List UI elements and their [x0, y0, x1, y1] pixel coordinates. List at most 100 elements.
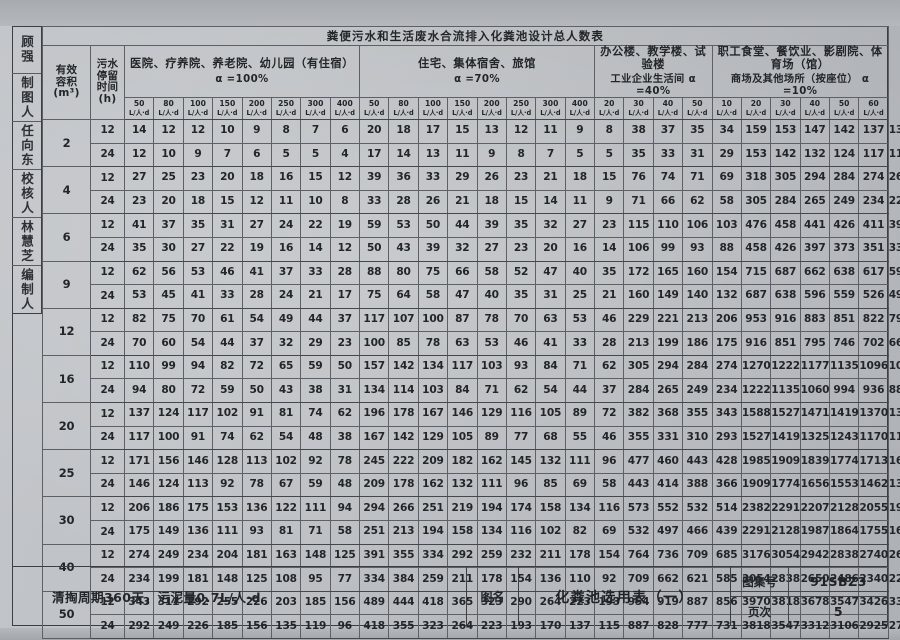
cell-population: 234 — [182, 543, 214, 569]
cell-population: 103 — [711, 213, 742, 238]
cell-population: 167 — [417, 402, 449, 427]
cell-population: 22 — [212, 236, 243, 262]
cell-population: 24 — [270, 284, 302, 309]
cell-population: 154 — [711, 260, 742, 286]
cell-population: 1987 — [799, 520, 831, 545]
cell-population: 2942 — [799, 543, 831, 569]
cell-population: 35 — [505, 284, 537, 309]
unit-value: 100 — [190, 99, 206, 108]
cell-population: 458 — [770, 213, 801, 238]
cell-population: 1713 — [858, 449, 889, 474]
cell-population: 343 — [123, 590, 155, 616]
cell-population: 69 — [593, 520, 625, 545]
cell-population: 209 — [417, 449, 449, 474]
cell-population: 124 — [153, 402, 184, 427]
cell-population: 16 — [270, 166, 302, 191]
cell-population: 72 — [241, 354, 272, 380]
cell-retention-hours: 24 — [90, 189, 125, 215]
cell-population: 851 — [828, 307, 860, 333]
cell-population: 11 — [447, 142, 478, 168]
cell-population: 21 — [535, 166, 566, 191]
cell-population: 52 — [505, 260, 537, 286]
cell-population: 265 — [652, 378, 684, 404]
cell-population: 70 — [505, 307, 537, 333]
cell-population: 1177 — [799, 354, 831, 380]
cell-population: 62 — [241, 425, 272, 451]
cell-population: 764 — [623, 543, 654, 569]
cell-population: 2207 — [799, 496, 831, 522]
group-name: 职工食堂、餐饮业、影剧院、体育场（馆） — [717, 45, 883, 71]
cell-population: 100 — [417, 307, 449, 333]
group-alpha: α =100% — [215, 73, 269, 85]
cell-population: 388 — [682, 472, 713, 498]
cell-population: 294 — [358, 496, 390, 522]
cell-population: 33 — [212, 284, 243, 309]
cell-population: 206 — [123, 496, 155, 522]
cell-population: 157 — [358, 354, 390, 380]
cell-population: 137 — [123, 402, 155, 427]
cell-volume: 25 — [42, 449, 91, 498]
signature-label: 任向东 — [19, 123, 34, 168]
cell-population: 2486 — [828, 567, 860, 592]
cell-population: 687 — [770, 260, 801, 286]
cell-population: 284 — [682, 354, 713, 380]
unit-header-cell: 150 L/人·d — [447, 96, 478, 120]
cell-population: 1864 — [828, 520, 860, 545]
unit-suffix: L/人·d — [569, 108, 591, 117]
cell-population: 129 — [417, 425, 449, 451]
cell-population: 23 — [182, 166, 214, 191]
cell-population: 78 — [329, 449, 361, 474]
table-row: 24 70 60 54 44 37 32 29 23 100 85 78 63 53 46 41 33 28 213… — [43, 331, 900, 356]
cell-population: 49 — [270, 307, 302, 333]
cell-population: 25 — [153, 166, 184, 191]
cell-population: 46 — [505, 331, 537, 356]
unit-header-cell: 80 L/人·d — [388, 96, 419, 120]
signature-cell: 林慧芝 — [12, 218, 41, 266]
cell-population: 82 — [564, 520, 596, 545]
cell-population: 38 — [300, 378, 331, 404]
unit-header-cell: 40 L/人·d — [799, 96, 831, 120]
cell-population: 3176 — [740, 543, 772, 569]
cell-population: 514 — [711, 496, 742, 522]
cell-population: 148 — [300, 543, 331, 569]
cell-population: 78 — [241, 472, 272, 498]
cell-population: 2291 — [770, 496, 801, 522]
cell-population: 132 — [711, 284, 742, 309]
unit-suffix: L/人·d — [422, 108, 444, 117]
cell-population: 100 — [153, 425, 184, 451]
cell-population: 136 — [241, 496, 272, 522]
cell-population: 174 — [505, 496, 537, 522]
atlas-value: 91SBZ3 — [810, 574, 867, 589]
unit-header-cell: 200 L/人·d — [241, 96, 272, 120]
cell-population: 117 — [358, 307, 390, 333]
cell-population: 221 — [652, 307, 684, 333]
cell-population: 27 — [241, 213, 272, 238]
unit-header-cell: 80 L/人·d — [153, 96, 184, 120]
cell-population: 28 — [329, 260, 361, 286]
cell-population: 954 — [623, 590, 654, 616]
cell-population: 11 — [564, 189, 596, 215]
unit-header-cell: 50 L/人·d — [682, 96, 713, 120]
cell-population: 59 — [300, 354, 331, 380]
cell-population: 82 — [212, 354, 243, 380]
cell-population: 35 — [593, 260, 625, 286]
cell-population: 91 — [182, 425, 214, 451]
cell-population: 2382 — [740, 496, 772, 522]
cell-population: 211 — [535, 543, 566, 569]
cell-population: 69 — [564, 472, 596, 498]
unit-suffix: L/人·d — [217, 108, 238, 117]
cell-population: 994 — [828, 378, 860, 404]
cell-population: 373 — [828, 236, 860, 262]
unit-value: 20 — [603, 99, 615, 108]
cell-population: 142 — [388, 354, 419, 380]
cell-retention-hours: 12 — [90, 213, 125, 238]
unit-value: 30 — [633, 99, 644, 108]
cell-population: 249 — [682, 378, 713, 404]
cell-volume: 4 — [42, 166, 91, 215]
cell-population: 274 — [858, 166, 889, 191]
cell-population: 89 — [564, 402, 596, 427]
unit-header-cell: 30 L/人·d — [770, 96, 801, 120]
signature-label: 林慧芝 — [19, 219, 34, 264]
cell-population: 397 — [799, 236, 831, 262]
cell-population: 366 — [711, 472, 742, 498]
